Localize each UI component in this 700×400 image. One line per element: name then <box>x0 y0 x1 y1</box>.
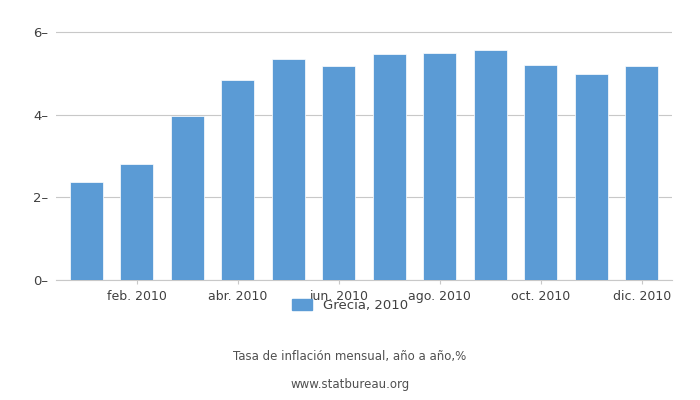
Bar <box>171 116 204 280</box>
Text: www.statbureau.org: www.statbureau.org <box>290 378 410 391</box>
Bar <box>322 66 355 280</box>
Bar <box>424 54 456 280</box>
Bar <box>575 74 608 280</box>
Bar <box>272 59 304 280</box>
Bar <box>474 50 507 280</box>
Text: Tasa de inflación mensual, año a año,%: Tasa de inflación mensual, año a año,% <box>233 350 467 363</box>
Bar <box>373 54 406 280</box>
Bar <box>120 164 153 280</box>
Bar <box>70 182 103 280</box>
Bar <box>524 65 557 280</box>
Bar <box>221 80 254 280</box>
Legend: Grecia, 2010: Grecia, 2010 <box>293 298 407 312</box>
Bar <box>625 66 658 280</box>
